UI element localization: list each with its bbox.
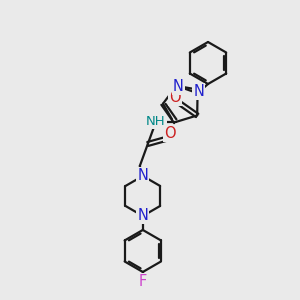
Text: O: O bbox=[164, 127, 176, 142]
Text: NH: NH bbox=[146, 116, 166, 128]
Text: N: N bbox=[137, 208, 148, 224]
Text: O: O bbox=[169, 90, 181, 105]
Text: N: N bbox=[137, 169, 148, 184]
Text: N: N bbox=[193, 84, 204, 99]
Text: F: F bbox=[139, 274, 147, 290]
Text: N: N bbox=[173, 79, 184, 94]
